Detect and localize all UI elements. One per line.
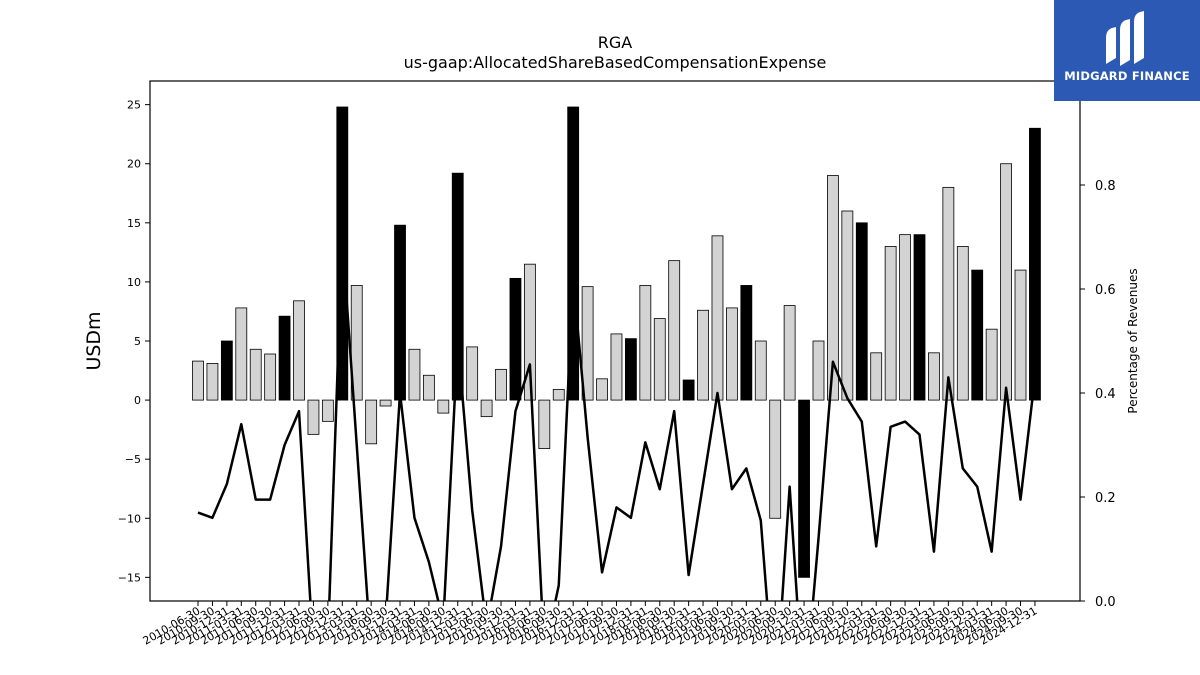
bar (754, 340, 767, 401)
y-tick-label: 20 (127, 158, 141, 171)
y-tick-label: 15 (127, 217, 141, 230)
chart-title: RGA (598, 33, 633, 52)
bar (956, 246, 969, 401)
bar (307, 399, 320, 435)
bar (249, 348, 262, 401)
midgard-finance-logo: MIDGARD FINANCE (1054, 0, 1200, 101)
bar (350, 285, 363, 401)
y2-tick-label: 0.0 (1095, 595, 1116, 610)
bar (321, 399, 334, 422)
bar (480, 399, 493, 418)
bar (884, 246, 897, 401)
y2-tick-label: 0.2 (1095, 491, 1116, 506)
bar (451, 172, 464, 401)
bar (538, 399, 551, 449)
bar (1014, 269, 1027, 401)
y-tick-label: 5 (134, 335, 141, 348)
bar (812, 340, 825, 401)
bar (726, 307, 738, 401)
series-line (197, 235, 1037, 601)
y-tick-label: −5 (125, 453, 141, 466)
bar (913, 234, 926, 401)
bar (192, 360, 204, 401)
bar (928, 352, 940, 401)
y-tick-label: 25 (127, 99, 141, 112)
bar (394, 224, 406, 401)
bar (610, 333, 623, 401)
bar (870, 352, 883, 401)
bar (668, 260, 681, 401)
y-tick-label: 0 (134, 394, 141, 407)
bar (235, 307, 248, 401)
y-axis-label: USDm (83, 311, 105, 370)
chart-subtitle: us-gaap:AllocatedShareBasedCompensationE… (404, 53, 827, 72)
bar (278, 315, 291, 401)
bar (1000, 163, 1012, 401)
bar (495, 368, 507, 401)
bar (408, 348, 421, 401)
bar (769, 399, 782, 519)
bar (827, 175, 839, 401)
bar (509, 277, 522, 401)
bar (379, 399, 392, 407)
bar (264, 353, 277, 401)
bar (437, 399, 450, 414)
y2-axis-label: Percentage of Revenues (1126, 268, 1140, 413)
bar (971, 269, 984, 401)
y-tick-label: −10 (118, 512, 141, 525)
bar (639, 285, 652, 401)
bar (206, 363, 219, 401)
bar (1029, 127, 1041, 401)
logo-mark-icon (1106, 11, 1144, 66)
bar (942, 186, 955, 401)
bar (523, 263, 536, 401)
bar (740, 285, 753, 401)
bar (899, 234, 911, 401)
y-tick-label: −15 (118, 571, 141, 584)
bar (596, 378, 608, 401)
bar (711, 235, 724, 401)
bar (293, 300, 305, 401)
y2-tick-label: 0.8 (1095, 179, 1116, 194)
y2-tick-label: 0.6 (1095, 283, 1116, 298)
bar (653, 318, 666, 401)
bar (798, 399, 810, 578)
bar (220, 340, 233, 401)
bar (682, 379, 695, 401)
bar (783, 305, 796, 401)
bar (985, 328, 998, 401)
bar (581, 286, 594, 401)
bar (625, 338, 637, 401)
bar (567, 106, 580, 401)
bar (365, 399, 378, 445)
bar (552, 389, 565, 401)
y-tick-label: 10 (127, 276, 141, 289)
bar (841, 210, 854, 401)
bar (422, 374, 435, 401)
bar (466, 346, 479, 401)
y2-tick-label: 0.4 (1095, 387, 1116, 402)
bar (855, 222, 868, 401)
bar (697, 309, 709, 401)
